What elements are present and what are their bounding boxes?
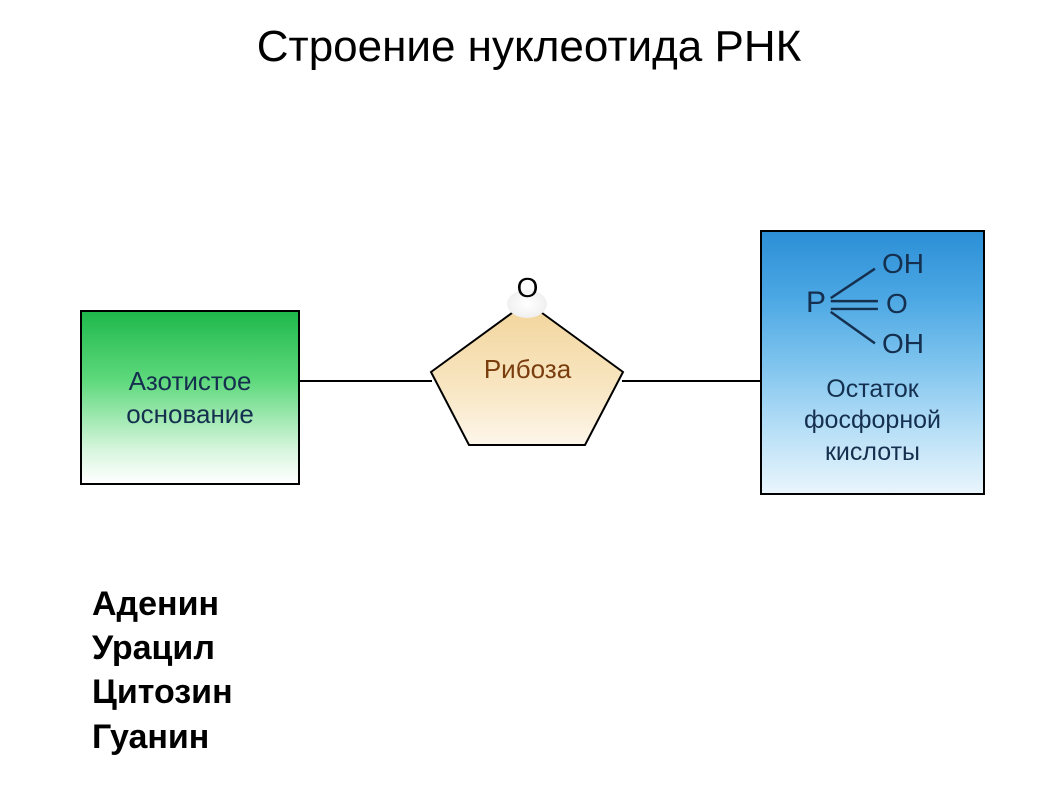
phosphate-box: P OH O OH Остаток фосфорной кислоты [760, 230, 985, 495]
phosphate-formula: P OH O OH [762, 246, 983, 366]
formula-bonds [762, 246, 983, 366]
formula-oh-top: OH [882, 248, 924, 280]
ribose-label: Рибоза [420, 354, 635, 385]
base-adenine: Аденин [92, 582, 233, 626]
formula-p: P [806, 286, 826, 320]
connector-left [300, 380, 432, 382]
base-label-1: Азотистое [129, 365, 252, 398]
formula-oh-bottom: OH [882, 328, 924, 360]
phosphate-label-2: фосфорной [804, 405, 941, 436]
bases-list: Аденин Урацил Цитозин Гуанин [92, 582, 233, 759]
base-label-2: основание [126, 398, 254, 431]
ribose-pentagon: О Рибоза [420, 280, 635, 450]
phosphate-label-3: кислоты [804, 437, 941, 468]
connector-right [622, 380, 762, 382]
diagram-title: Строение нуклеотида РНК [0, 22, 1058, 72]
base-guanine: Гуанин [92, 715, 233, 759]
oxygen-label: О [420, 272, 635, 304]
nucleotide-diagram: Азотистое основание О Рибоза [0, 270, 1058, 530]
phosphate-label-1: Остаток [804, 374, 941, 405]
formula-o-mid: O [886, 288, 908, 320]
nitrogenous-base-box: Азотистое основание [80, 310, 300, 485]
base-uracil: Урацил [92, 626, 233, 670]
base-cytosine: Цитозин [92, 670, 233, 714]
phosphate-label: Остаток фосфорной кислоты [804, 374, 941, 468]
